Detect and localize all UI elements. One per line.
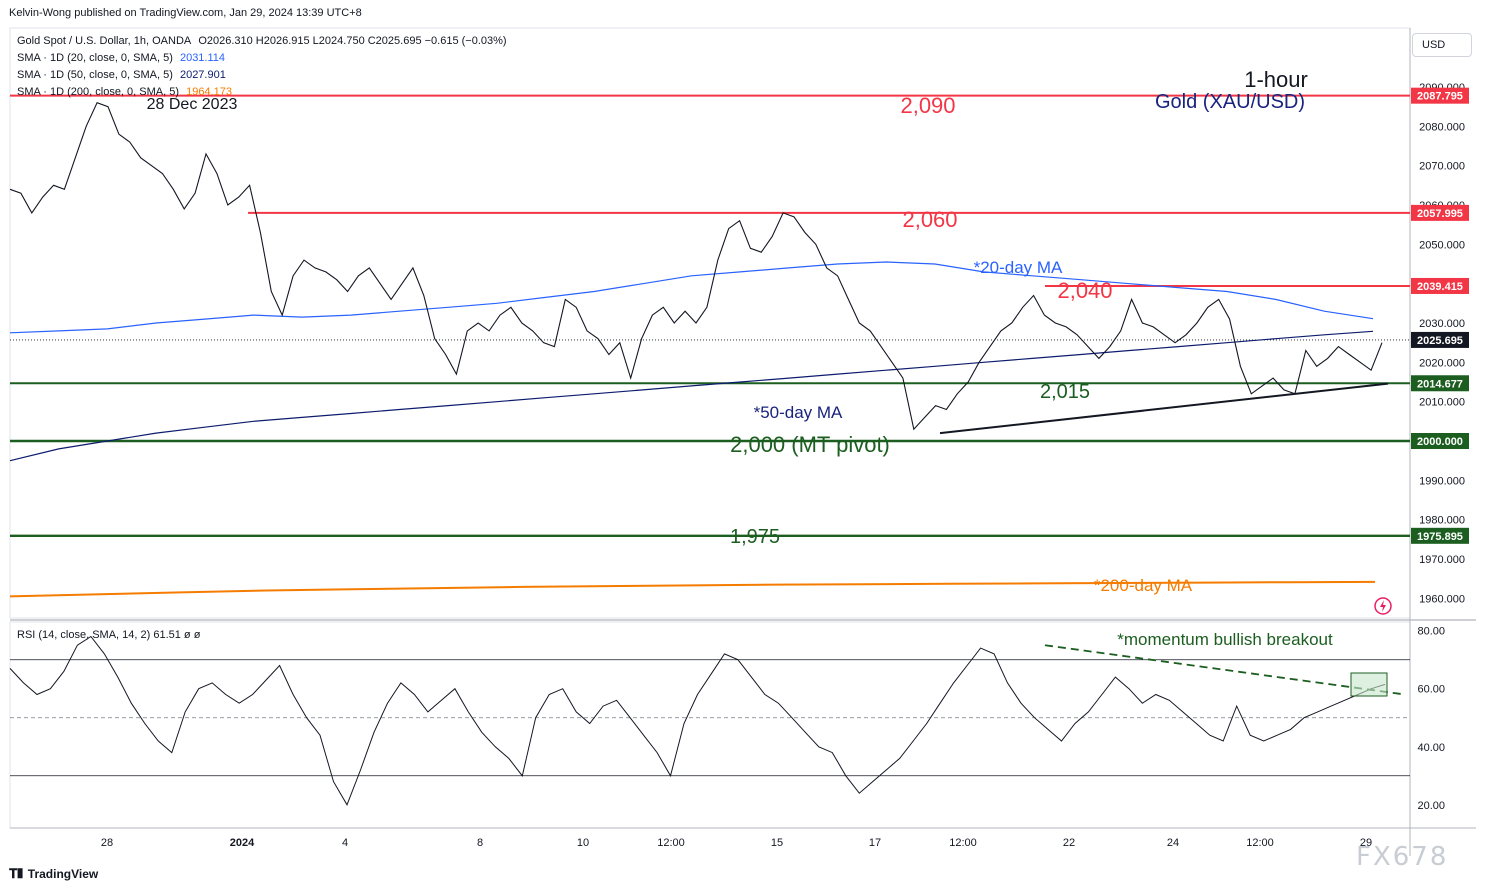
legend-sma50-label: SMA · 1D (50, close, 0, SMA, 5): [17, 69, 173, 81]
publisher-credit: Kelvin-Wong published on TradingView.com…: [9, 7, 362, 19]
level-axis-tag: [1411, 433, 1469, 449]
price-axis-tick: 2030.000: [1419, 318, 1465, 330]
price-axis-tick: 2080.000: [1419, 121, 1465, 133]
alert-icon[interactable]: [1374, 597, 1392, 615]
level-axis-tag: [1411, 277, 1469, 294]
ma-line-1[interactable]: [9, 330, 1374, 462]
level-2015-label: 2,015: [1040, 381, 1090, 403]
price-axis-tick: 2010.000: [1419, 397, 1465, 409]
rsi-axis-tick: 60.00: [1417, 684, 1445, 696]
legend-ohlc: O2026.310 H2026.915 L2024.750 C2025.695 …: [198, 35, 507, 47]
tradingview-logo-icon: 𝐓❚: [9, 866, 23, 881]
legend-sma200-row: SMA · 1D (200, close, 0, SMA, 5) 1964.17…: [17, 86, 236, 98]
rsi-breakout-label: *momentum bullish breakout: [1117, 630, 1333, 649]
last-price-tag-label: 2025.695: [1417, 335, 1463, 347]
level-2060-label: 2,060: [902, 207, 957, 232]
legend-symbol: Gold Spot / U.S. Dollar, 1h, OANDA: [17, 35, 192, 47]
ma-line-2[interactable]: [9, 580, 1376, 598]
ma50-label: *50-day MA: [754, 403, 843, 422]
legend-sma50-value: 2027.901: [179, 69, 226, 81]
price-axis-tick: 2050.000: [1419, 239, 1465, 251]
tradingview-logo-text: TradingView: [27, 867, 99, 881]
level-axis-tag-label: 2087.795: [1417, 91, 1463, 103]
level-axis-tag: [1411, 87, 1469, 104]
rsi-line[interactable]: [9, 635, 1386, 806]
rsi-panel-frame: [9, 621, 1411, 829]
rsi-axis-tick: 20.00: [1417, 800, 1445, 812]
ma-line-0[interactable]: [9, 261, 1374, 334]
price-series-line[interactable]: [9, 102, 1383, 431]
chart-subtitle: Gold (XAU/USD): [1155, 91, 1305, 113]
level-axis-tag: [1411, 204, 1469, 221]
price-axis-tick: 1960.000: [1419, 593, 1465, 605]
level-2040-label: 2,040: [1057, 278, 1112, 303]
rsi-axis-tick: 40.00: [1417, 742, 1445, 754]
level-axis-tag-label: 2014.677: [1417, 378, 1463, 390]
time-axis-tick: 15: [771, 837, 783, 849]
legend-sma20-row: SMA · 1D (20, close, 0, SMA, 5) 2031.114: [17, 52, 229, 64]
level-axis-tag-label: 2000.000: [1417, 436, 1463, 448]
peak-date-label: 28 Dec 2023: [147, 96, 238, 113]
time-axis-tick: 28: [101, 837, 113, 849]
legend-sma200-value: 1964.173: [186, 86, 232, 98]
chart-title: 1-hour: [1244, 67, 1308, 92]
currency-selector[interactable]: USD: [1412, 33, 1472, 57]
price-axis-tick: 1990.000: [1419, 475, 1465, 487]
ma20-label: *20-day MA: [974, 258, 1063, 277]
time-axis-tick: 22: [1063, 837, 1075, 849]
legend-sma20-value: 2031.114: [179, 52, 226, 64]
watermark: FX678: [1356, 842, 1449, 872]
price-axis-tick: 1970.000: [1419, 554, 1465, 566]
legend-sma200-label: SMA · 1D (200, close, 0, SMA, 5): [17, 86, 180, 98]
price-axis-tick: 2020.000: [1419, 357, 1465, 369]
level-2000-label: 2,000 (MT pivot): [730, 432, 890, 457]
support-trendline[interactable]: [939, 382, 1389, 435]
level-2090-label: 2,090: [900, 93, 955, 118]
rsi-axis-tick: 80.00: [1417, 626, 1445, 638]
time-axis-tick: 17: [869, 837, 881, 849]
time-axis-tick: 24: [1167, 837, 1179, 849]
ma200-label: *200-day MA: [1094, 576, 1193, 595]
last-price-tag: [1411, 331, 1469, 348]
time-axis-tick: 12:00: [657, 837, 685, 849]
time-axis-tick: 12:00: [949, 837, 977, 849]
time-axis-tick: 12:00: [1246, 837, 1274, 849]
rsi-breakout-box: [1350, 672, 1388, 697]
time-axis-tick: 8: [477, 837, 483, 849]
time-axis-tick: 29: [1360, 837, 1372, 849]
time-axis-tick: 10: [577, 837, 589, 849]
level-axis-tag-label: 2039.415: [1417, 281, 1463, 293]
time-axis-tick: 2024: [230, 837, 255, 849]
level-axis-tag: [1411, 375, 1469, 392]
time-axis-tick: 4: [342, 837, 348, 849]
legend-symbol-row: Gold Spot / U.S. Dollar, 1h, OANDA O2026…: [17, 35, 511, 47]
legend-sma50-row: SMA · 1D (50, close, 0, SMA, 5) 2027.901: [17, 69, 230, 81]
level-axis-tag-label: 2057.995: [1417, 208, 1463, 220]
level-axis-tag: [1411, 527, 1469, 544]
legend-rsi: RSI (14, close, SMA, 14, 2) 61.51 ø ø: [17, 629, 201, 641]
tradingview-logo[interactable]: 𝐓❚ TradingView: [9, 866, 98, 882]
level-1975-label: 1,975: [730, 526, 780, 548]
price-axis-tick: 2070.000: [1419, 161, 1465, 173]
rsi-breakout-trendline[interactable]: [1044, 644, 1406, 696]
price-axis-tick: 1980.000: [1419, 515, 1465, 527]
legend-sma20-label: SMA · 1D (20, close, 0, SMA, 5): [17, 52, 173, 64]
level-axis-tag-label: 1975.895: [1417, 531, 1463, 543]
price-panel-frame: [9, 27, 1411, 619]
